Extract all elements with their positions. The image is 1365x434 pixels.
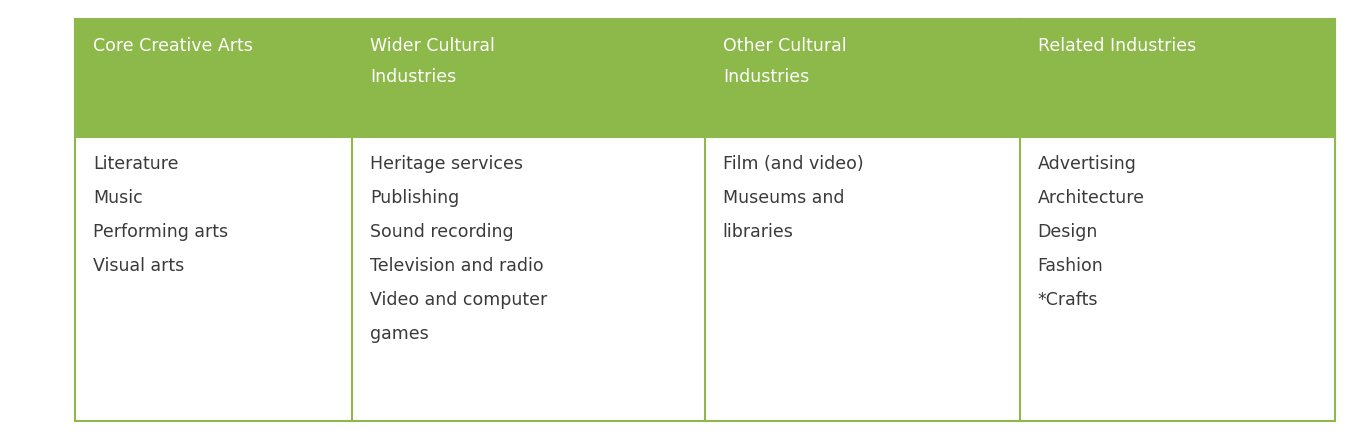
Text: Heritage services
Publishing
Sound recording
Television and radio
Video and comp: Heritage services Publishing Sound recor… bbox=[370, 155, 547, 342]
Bar bbox=[75, 138, 352, 421]
Bar bbox=[704, 138, 1020, 421]
Bar bbox=[75, 20, 352, 138]
Text: Wider Cultural
Industries: Wider Cultural Industries bbox=[370, 37, 495, 85]
Text: Advertising
Architecture
Design
Fashion
*Crafts: Advertising Architecture Design Fashion … bbox=[1037, 155, 1145, 309]
Text: Core Creative Arts: Core Creative Arts bbox=[93, 37, 253, 55]
Text: Literature
Music
Performing arts
Visual arts: Literature Music Performing arts Visual … bbox=[93, 155, 228, 274]
Text: Related Industries: Related Industries bbox=[1037, 37, 1196, 55]
Bar bbox=[1020, 138, 1335, 421]
Bar bbox=[1020, 20, 1335, 138]
Bar bbox=[704, 20, 1020, 138]
Bar bbox=[352, 20, 706, 138]
Bar bbox=[352, 138, 706, 421]
Text: Film (and video)
Museums and
libraries: Film (and video) Museums and libraries bbox=[723, 155, 864, 240]
Text: Other Cultural
Industries: Other Cultural Industries bbox=[723, 37, 846, 85]
